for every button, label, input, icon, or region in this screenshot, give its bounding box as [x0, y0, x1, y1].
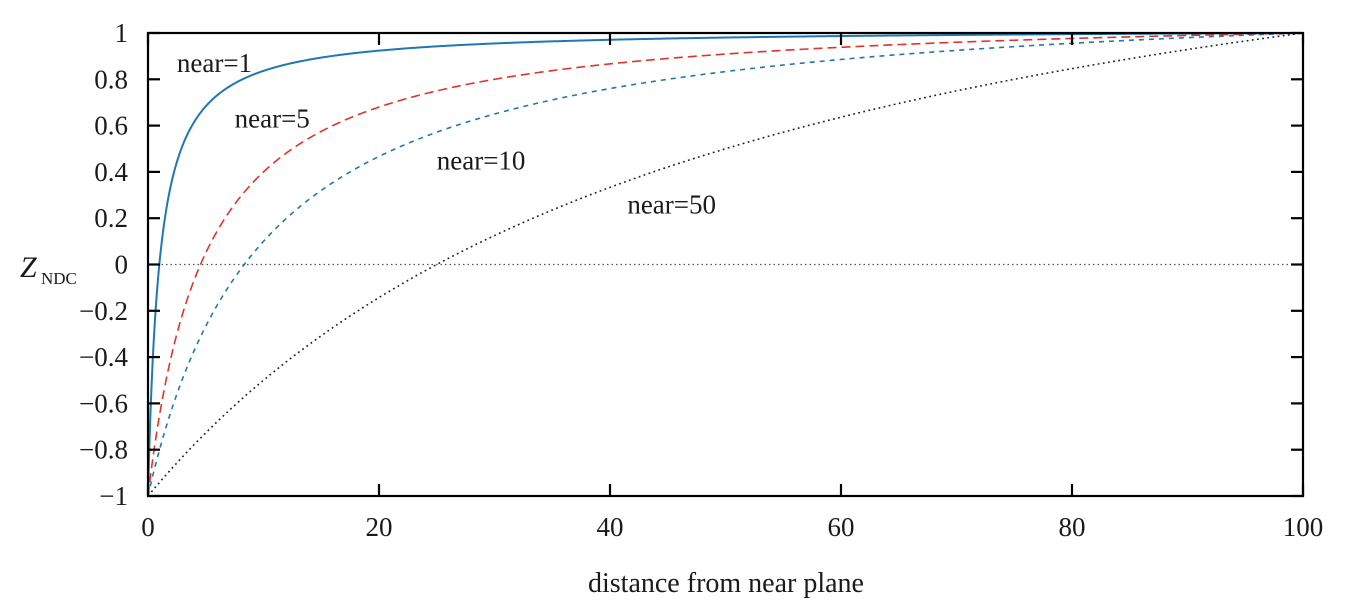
x-tick-label: 100 — [1283, 512, 1324, 542]
y-tick-label: 1 — [115, 18, 129, 48]
y-axis-title: Z NDC — [20, 251, 77, 288]
y-axis-title-main: Z — [20, 251, 37, 284]
x-tick-label: 60 — [828, 512, 855, 542]
y-tick-label: −0.4 — [79, 342, 128, 372]
x-tick-label: 40 — [597, 512, 624, 542]
x-tick-label: 0 — [141, 512, 155, 542]
x-tick-label: 20 — [366, 512, 393, 542]
y-tick-label: 0.2 — [94, 203, 128, 233]
series-line-near-10 — [147, 32, 1304, 497]
y-axis-title-sub: NDC — [41, 269, 77, 288]
y-tick-label: −1 — [99, 481, 128, 511]
y-tick-label: −0.8 — [79, 435, 128, 465]
x-tick-label: 80 — [1059, 512, 1086, 542]
curve-label-near-50: near=50 — [627, 189, 716, 219]
series-line-near-5 — [147, 32, 1304, 497]
y-tick-label: 0.4 — [94, 157, 128, 187]
y-tick-label: 0.6 — [94, 111, 128, 141]
axis-layer: 0 20 40 60 80 100 −1 −0.8 −0.6 −0.4 −0.2 0 0.2 0.4 0.6… — [79, 18, 1323, 542]
x-axis-title: distance from near plane — [588, 568, 864, 599]
y-tick-label: 0 — [115, 250, 129, 280]
annotation-layer: near=1 near=5 near=10 near=50 — [177, 48, 716, 219]
y-tick-label: 0.8 — [94, 64, 128, 94]
curve-label-near-10: near=10 — [437, 145, 526, 175]
series-line-near-50 — [147, 32, 1304, 497]
curve-label-near-1: near=1 — [177, 48, 252, 78]
y-tick-label: −0.6 — [79, 388, 128, 418]
series-layer — [147, 32, 1304, 497]
y-tick-label: −0.2 — [79, 296, 128, 326]
series-line-near-1 — [147, 32, 1304, 497]
curve-label-near-5: near=5 — [235, 104, 310, 134]
